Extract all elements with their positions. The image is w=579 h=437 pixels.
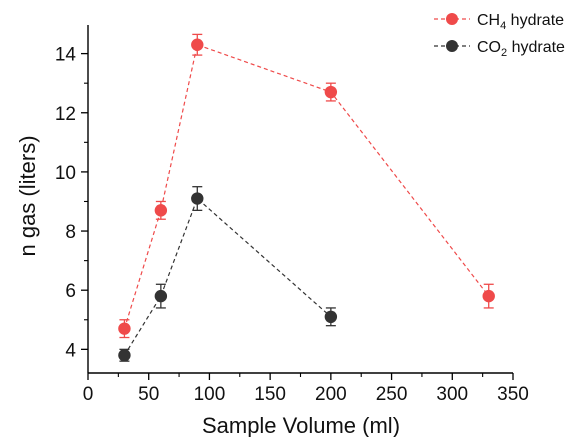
y-tick-label: 4 <box>65 340 76 361</box>
data-point <box>118 322 131 335</box>
y-tick-label: 12 <box>55 104 76 125</box>
x-tick-label: 150 <box>254 384 286 405</box>
x-tick-label: 0 <box>83 384 94 405</box>
legend: CH4 hydrate CO2 hydrate <box>434 12 565 59</box>
legend-entry: CH4 hydrate <box>434 12 564 32</box>
data-point <box>154 289 168 303</box>
x-tick-label: 50 <box>138 384 159 405</box>
series-line <box>123 197 332 356</box>
legend-marker <box>446 40 458 52</box>
plot-area <box>118 33 495 362</box>
series-0 <box>118 33 495 339</box>
data-point <box>482 289 495 303</box>
series-line <box>123 43 490 329</box>
legend-label: CH4 hydrate <box>477 12 564 32</box>
legend-entry: CO2 hydrate <box>434 39 565 59</box>
data-point <box>324 310 338 324</box>
series-1 <box>118 186 338 362</box>
x-tick-label: 250 <box>376 384 408 405</box>
data-point <box>118 349 131 362</box>
y-tick-label: 10 <box>55 163 76 184</box>
legend-marker <box>446 13 458 25</box>
data-point <box>191 192 204 205</box>
x-tick-label: 200 <box>315 384 347 405</box>
y-tick-label: 8 <box>65 222 76 243</box>
x-tick-label: 350 <box>497 384 529 405</box>
data-point <box>191 38 204 51</box>
data-point <box>324 85 338 99</box>
x-tick-label: 300 <box>436 384 468 405</box>
data-point <box>154 204 168 217</box>
y-tick-label: 6 <box>65 281 76 302</box>
x-tick-label: 100 <box>194 384 226 405</box>
x-axis-label: Sample Volume (ml) <box>202 413 400 437</box>
axes: 0 50 100 150 200 250 300 350 4 6 8 10 12 14 <box>55 25 529 405</box>
y-tick-label: 14 <box>55 45 77 66</box>
legend-label: CO2 hydrate <box>477 39 565 59</box>
y-axis-label: n gas (liters) <box>15 135 40 256</box>
